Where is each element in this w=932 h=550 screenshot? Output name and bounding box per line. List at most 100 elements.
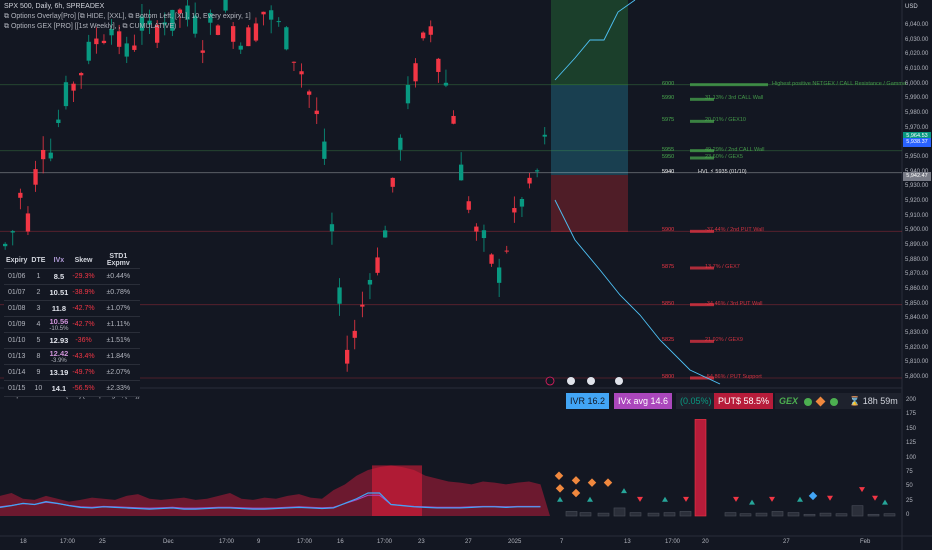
level-strike: 5950 bbox=[662, 154, 675, 160]
expiry-bar bbox=[663, 512, 676, 517]
iv-table-cell-ivx: 10.51 bbox=[47, 284, 71, 301]
ivx-value: 10.56 bbox=[49, 317, 69, 326]
level-label-text: -34.46% / 3rd PUT Wall bbox=[705, 300, 763, 307]
ivx-line bbox=[0, 494, 541, 509]
expiry-bar bbox=[565, 511, 578, 517]
price-tick-label: 5,930.00 bbox=[905, 183, 929, 190]
ivx-value: 12.42 bbox=[49, 349, 69, 358]
down-triangle-icon bbox=[872, 495, 878, 501]
price-tick-label: 5,810.00 bbox=[905, 359, 929, 366]
candle-body bbox=[497, 267, 502, 283]
up-triangle-icon bbox=[882, 499, 888, 505]
candle-body bbox=[269, 10, 274, 20]
iv-table-cell-expiry: 01/09 bbox=[4, 316, 30, 333]
green-dot-icon bbox=[803, 397, 812, 406]
earnings-icon[interactable] bbox=[587, 377, 595, 385]
gex-bar bbox=[690, 376, 714, 380]
candle-body bbox=[155, 24, 160, 43]
candle-body bbox=[314, 110, 319, 115]
iv-table-row: 01/08 3 11.8 -42.7% ±1.07% bbox=[4, 300, 140, 317]
level-label-text: HVL ⚡ 5935 (01/10) bbox=[698, 168, 747, 175]
iv-table-cell-skew: -56.5% bbox=[70, 380, 97, 397]
expiry-bar bbox=[739, 513, 752, 517]
candle-body bbox=[390, 177, 395, 187]
price-tick-label: 5,840.00 bbox=[905, 315, 929, 322]
candle-body bbox=[413, 63, 418, 82]
candle-body bbox=[535, 170, 540, 172]
symbol-legend[interactable]: SPX 500, Daily, 6h, SPREADEX bbox=[4, 3, 105, 10]
gex-bar bbox=[690, 339, 714, 343]
gex-label: GEX bbox=[779, 396, 799, 406]
expiry-bar bbox=[851, 505, 864, 517]
candle-body bbox=[132, 45, 137, 50]
candle-body bbox=[94, 38, 99, 45]
orange-diamond-icon bbox=[603, 478, 613, 487]
time-tick-label: 23 bbox=[418, 539, 425, 545]
mid-projection-zone bbox=[551, 85, 628, 175]
ivx-value: 13.19 bbox=[49, 368, 69, 377]
iv-table-cell-expiry: 01/10 bbox=[4, 332, 30, 349]
earnings-icon[interactable] bbox=[615, 377, 623, 385]
candle-body bbox=[79, 73, 84, 76]
iv-table-cell-ivx: 12.93 bbox=[47, 332, 71, 349]
candle-body bbox=[33, 169, 38, 185]
orange-diamond-icon bbox=[555, 484, 565, 493]
iv-table-cell-skew: -43.4% bbox=[70, 348, 97, 365]
up-triangle-icon bbox=[621, 488, 627, 494]
gex-bar bbox=[690, 149, 714, 153]
price-tick-label: 6,030.00 bbox=[905, 36, 929, 43]
down-triangle-icon bbox=[733, 496, 739, 502]
up-triangle-icon bbox=[587, 496, 593, 502]
time-tick-label: 20 bbox=[702, 539, 709, 545]
candle-body bbox=[193, 15, 198, 34]
candle-body bbox=[170, 9, 175, 31]
earnings-icon[interactable] bbox=[567, 377, 575, 385]
level-label-text: -37.44% / 2nd PUT Wall bbox=[705, 227, 764, 234]
currency-label[interactable]: USD bbox=[905, 4, 918, 10]
iv-table-row: 01/10 5 12.93 -36% ±1.51% bbox=[4, 332, 140, 349]
iv-table-cell-expiry: 01/13 bbox=[4, 348, 30, 365]
level-strike: 5990 bbox=[662, 95, 675, 102]
iv-table-cell-ivx: 11.8 bbox=[47, 300, 71, 317]
candle-body bbox=[246, 27, 251, 47]
candle-body bbox=[200, 50, 205, 53]
time-tick-label: 17:00 bbox=[219, 539, 235, 545]
time-tick-label: 16 bbox=[337, 539, 344, 545]
price-tick-label: 5,990.00 bbox=[905, 95, 929, 102]
dividend-icon[interactable] bbox=[545, 376, 555, 386]
osc-tick-label: 200 bbox=[906, 397, 917, 403]
candle-body bbox=[261, 11, 266, 15]
iv-table-cell-skew: -42.7% bbox=[70, 316, 97, 333]
candle-body bbox=[459, 164, 464, 181]
level-strike: 5850 bbox=[662, 300, 675, 307]
level-label-text: 49.29% / 2nd CALL Wall bbox=[705, 146, 765, 153]
iv-table-header: DTE bbox=[29, 252, 48, 269]
price-tick-label: 6,010.00 bbox=[905, 66, 929, 72]
iv-table-cell-dte: 5 bbox=[29, 332, 48, 349]
candle-body bbox=[276, 21, 281, 23]
gex-bar bbox=[690, 229, 714, 233]
ivr-badge: IVR 16.2 bbox=[566, 393, 610, 409]
candle-body bbox=[474, 226, 479, 232]
level-label-text: 31.13% / 3rd CALL Wall bbox=[705, 95, 764, 102]
candle-body bbox=[162, 22, 167, 25]
candle-body bbox=[504, 250, 509, 252]
price-tick-label: 5,970.00 bbox=[905, 124, 929, 131]
indicator-legend-overlay[interactable]: ⧉ Options Overlay[Pro] [⧉ HIDE, [XXL], ⧉… bbox=[4, 13, 251, 20]
expiry-bar bbox=[771, 511, 784, 517]
expiry-bar bbox=[883, 513, 896, 517]
price-tick-label: 5,830.00 bbox=[905, 330, 929, 336]
blue-diamond-icon bbox=[808, 491, 818, 501]
candle-body bbox=[481, 230, 487, 239]
iv-table-cell-skew: -36% bbox=[70, 332, 97, 349]
candle-body bbox=[405, 84, 411, 104]
price-tick-label: 6,000.00 bbox=[905, 80, 929, 87]
candle-body bbox=[48, 152, 53, 159]
candle-body bbox=[56, 119, 61, 123]
down-triangle-icon bbox=[683, 496, 689, 502]
expiry-bar bbox=[694, 419, 707, 517]
price-tick-label: 5,800.00 bbox=[905, 374, 929, 380]
indicator-legend-gex[interactable]: ⧉ Options GEX [PRO] [[1st Weekly], , ⧉ C… bbox=[4, 23, 177, 30]
ivx-value: 10.51 bbox=[49, 288, 69, 297]
